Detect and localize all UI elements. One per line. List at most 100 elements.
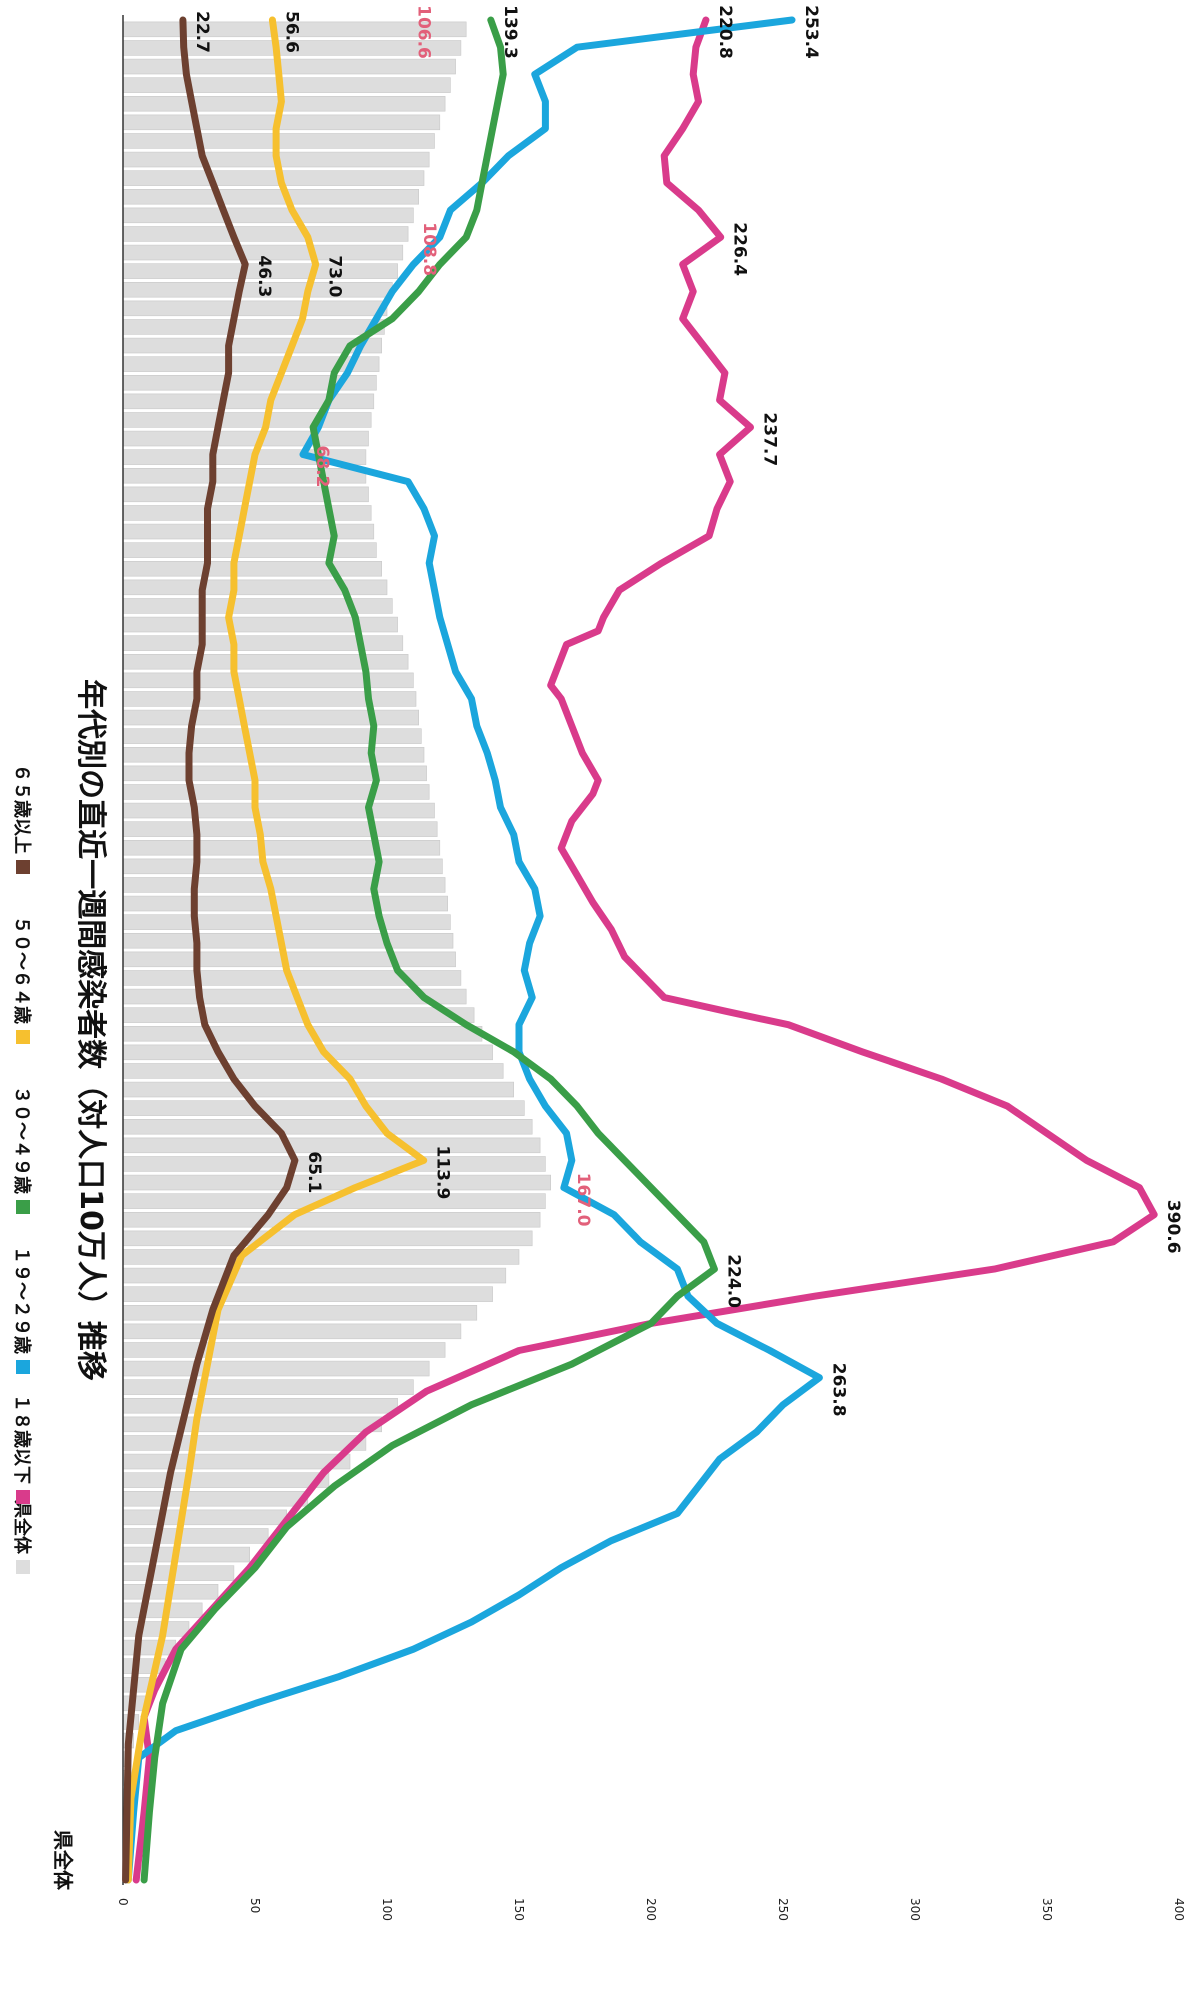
bar-total-70 xyxy=(122,560,383,577)
bar-total-45 xyxy=(122,1026,483,1042)
bar-total-90 xyxy=(122,189,420,205)
legend-swatch-2 xyxy=(16,1360,30,1374)
bar-total-54 xyxy=(122,858,443,875)
data-label-4: 113.9 xyxy=(433,1146,453,1200)
bar-total-30 xyxy=(122,1305,478,1321)
bar-total-96 xyxy=(122,77,451,93)
bar-total-51 xyxy=(122,914,451,930)
data-label-13: 220.8 xyxy=(715,5,735,59)
data-label-7: 237.7 xyxy=(760,412,780,466)
chart-rotated-frame: 0 50 100 150 200 250 300 350 400 390.6 263.8 224.0… xyxy=(11,5,1186,1921)
bar-total-33 xyxy=(122,1249,520,1265)
legend-swatch-0 xyxy=(16,1560,30,1574)
bar-total-17 xyxy=(122,1546,251,1563)
bar-total-55 xyxy=(122,839,441,856)
bar-total-60 xyxy=(122,746,425,763)
bar-total-52 xyxy=(122,895,449,912)
bar-total-56 xyxy=(122,821,438,837)
bar-total-22 xyxy=(122,1453,351,1470)
chart-subtitle: 県全体 xyxy=(51,1830,75,1891)
y-tick-label: 400 xyxy=(1172,1898,1186,1921)
bar-total-53 xyxy=(122,877,446,893)
bar-total-12 xyxy=(122,1639,177,1656)
bar-total-38 xyxy=(122,1156,546,1172)
data-label-15: 106.6 xyxy=(413,5,433,59)
bar-total-21 xyxy=(122,1472,330,1488)
bar-total-39 xyxy=(122,1137,541,1154)
series-line-4 xyxy=(122,16,299,1884)
data-label-3: 167.0 xyxy=(573,1173,593,1227)
bar-total-58 xyxy=(122,784,430,800)
bar-total-25 xyxy=(122,1398,398,1414)
bar-total-50 xyxy=(122,932,454,949)
bar-total-83 xyxy=(122,319,385,335)
y-tick-label: 200 xyxy=(644,1898,658,1921)
bar-total-29 xyxy=(122,1323,462,1340)
data-label-10: 73.0 xyxy=(325,255,345,297)
legend-swatch-4 xyxy=(16,1030,30,1044)
legend: 県全体 １８歳以下 １９～２９歳 ３０～４９歳 ５０～６４歳 ６５歳以上 xyxy=(11,764,33,1574)
data-label-12: 253.4 xyxy=(801,5,821,59)
bar-total-35 xyxy=(122,1212,541,1228)
bar-total-59 xyxy=(122,765,427,782)
bar-total-43 xyxy=(122,1063,504,1079)
bar-total-84 xyxy=(122,300,388,317)
legend-swatch-5 xyxy=(16,860,30,874)
chart-title: 年代別の直近一週間感染者数（対人口10万人）推移 xyxy=(73,679,108,1381)
bar-total-26 xyxy=(122,1379,414,1395)
bar-total-42 xyxy=(122,1081,515,1098)
data-label-11: 46.3 xyxy=(254,255,274,297)
bar-total-49 xyxy=(122,951,456,968)
data-label-5: 65.1 xyxy=(304,1151,324,1193)
legend-label-1: １８歳以下 xyxy=(11,1394,32,1484)
bar-total-23 xyxy=(122,1435,367,1451)
series-line-2 xyxy=(140,16,718,1884)
y-tick-label: 50 xyxy=(248,1898,262,1913)
bar-total-32 xyxy=(122,1267,507,1284)
series-line-0 xyxy=(132,16,1158,1884)
bar-total-40 xyxy=(122,1119,533,1135)
data-label-17: 22.7 xyxy=(192,11,212,53)
bar-total-19 xyxy=(122,1509,288,1526)
bar-total-71 xyxy=(122,542,377,558)
bar-total-77 xyxy=(122,430,369,447)
legend-label-5: ６５歳以上 xyxy=(11,764,32,854)
bar-total-44 xyxy=(122,1044,493,1061)
y-tick-label: 300 xyxy=(908,1898,922,1921)
legend-label-0: 県全体 xyxy=(11,1500,33,1555)
data-label-16: 56.6 xyxy=(281,11,301,53)
bar-total-89 xyxy=(122,207,414,224)
bar-total-79 xyxy=(122,393,375,410)
bars-layer xyxy=(122,21,552,1879)
bar-total-41 xyxy=(122,1100,525,1116)
bar-total-20 xyxy=(122,1491,309,1507)
legend-label-2: １９～２９歳 xyxy=(11,1246,32,1354)
bar-total-27 xyxy=(122,1360,430,1377)
series-line-3 xyxy=(124,16,428,1884)
y-tick-label: 250 xyxy=(776,1898,790,1921)
bar-total-13 xyxy=(122,1621,190,1637)
data-label-6: 68.2 xyxy=(312,446,332,488)
data-label-14: 139.3 xyxy=(500,5,520,59)
bar-total-34 xyxy=(122,1230,533,1247)
bar-total-18 xyxy=(122,1528,269,1544)
legend-swatch-3 xyxy=(16,1200,30,1214)
annotations-layer: 390.6 263.8 224.0 167.0 113.9 65.1 68.2 237.7 22… xyxy=(192,5,1183,1416)
bar-total-82 xyxy=(122,337,383,354)
y-tick-label: 0 xyxy=(116,1898,130,1906)
bar-total-24 xyxy=(122,1416,383,1433)
data-label-9: 108.8 xyxy=(419,222,439,276)
bar-total-91 xyxy=(122,170,425,186)
data-label-2: 224.0 xyxy=(723,1254,743,1308)
bar-total-37 xyxy=(122,1174,552,1191)
series-line-1 xyxy=(124,16,823,1884)
y-tick-label: 350 xyxy=(1040,1898,1054,1921)
bar-total-28 xyxy=(122,1342,446,1358)
bar-total-57 xyxy=(122,802,435,819)
legend-label-4: ５０～６４歳 xyxy=(11,916,32,1024)
bar-total-78 xyxy=(122,412,372,428)
data-label-1: 263.8 xyxy=(828,1363,848,1417)
y-tick-label: 100 xyxy=(380,1898,394,1921)
axis-layer: 0 50 100 150 200 250 300 350 400 xyxy=(116,15,1186,1921)
